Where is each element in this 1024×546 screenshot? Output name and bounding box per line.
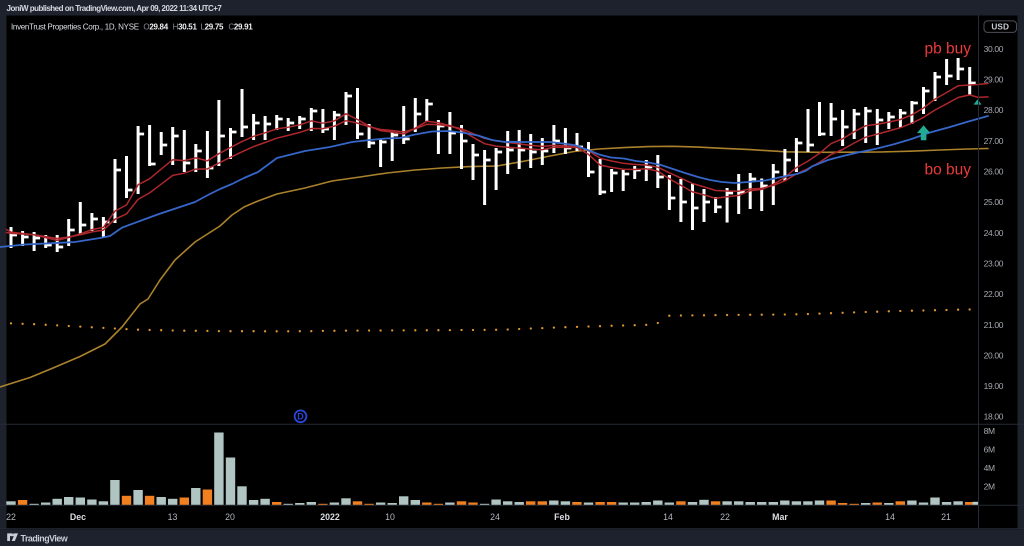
svg-text:D: D <box>297 412 304 422</box>
svg-text:24.00: 24.00 <box>984 228 1004 238</box>
svg-text:28.00: 28.00 <box>984 105 1004 115</box>
svg-text:2M: 2M <box>984 482 995 492</box>
svg-text:pb buy: pb buy <box>924 41 971 58</box>
svg-text:30.00: 30.00 <box>984 44 1004 54</box>
svg-text:2022: 2022 <box>320 512 340 522</box>
svg-text:22: 22 <box>720 512 730 522</box>
svg-text:22: 22 <box>6 512 16 522</box>
svg-text:Dec: Dec <box>70 512 86 522</box>
svg-text:20: 20 <box>225 512 235 522</box>
svg-text:8M: 8M <box>984 426 995 436</box>
svg-text:21: 21 <box>941 512 951 522</box>
svg-text:14: 14 <box>663 512 673 522</box>
svg-text:C29.91: C29.91 <box>228 23 253 32</box>
svg-text:25.00: 25.00 <box>984 197 1004 207</box>
svg-text:14: 14 <box>885 512 895 522</box>
svg-text:20.00: 20.00 <box>984 350 1004 360</box>
svg-text:22.00: 22.00 <box>984 289 1004 299</box>
svg-text:23.00: 23.00 <box>984 258 1004 268</box>
svg-text:InvenTrust Properties Corp., 1: InvenTrust Properties Corp., 1D, NYSE <box>11 23 139 32</box>
svg-text:TradingView: TradingView <box>21 533 68 543</box>
svg-text:USD: USD <box>991 22 1009 32</box>
svg-text:bo buy: bo buy <box>924 162 971 179</box>
svg-text:O29.84: O29.84 <box>143 23 168 32</box>
svg-text:Mar: Mar <box>772 512 788 522</box>
svg-text:4M: 4M <box>984 463 995 473</box>
svg-text:13: 13 <box>168 512 178 522</box>
svg-text:10: 10 <box>385 512 395 522</box>
svg-text:29.00: 29.00 <box>984 75 1004 85</box>
svg-text:6M: 6M <box>984 445 995 455</box>
svg-text:27.00: 27.00 <box>984 136 1004 146</box>
svg-text:18.00: 18.00 <box>984 412 1004 422</box>
svg-text:JoniW published on TradingView: JoniW published on TradingView.com, Apr … <box>7 4 223 13</box>
svg-text:L29.75: L29.75 <box>201 23 225 32</box>
svg-text:26.00: 26.00 <box>984 167 1004 177</box>
svg-text:Feb: Feb <box>554 512 570 522</box>
svg-text:H30.51: H30.51 <box>173 23 198 32</box>
svg-text:21.00: 21.00 <box>984 320 1004 330</box>
svg-text:19.00: 19.00 <box>984 381 1004 391</box>
svg-text:24: 24 <box>490 512 500 522</box>
